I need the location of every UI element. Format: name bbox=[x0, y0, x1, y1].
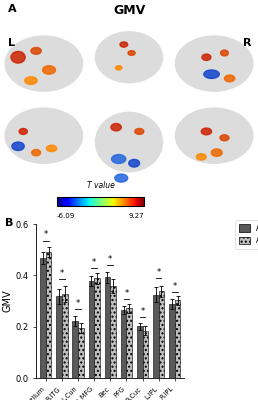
Text: *: * bbox=[44, 230, 48, 239]
Ellipse shape bbox=[46, 145, 57, 152]
Bar bbox=[110, 286, 116, 378]
Bar bbox=[126, 308, 132, 378]
Ellipse shape bbox=[19, 128, 27, 134]
Text: *: * bbox=[92, 258, 96, 267]
Ellipse shape bbox=[196, 154, 206, 160]
Text: GMV: GMV bbox=[113, 4, 145, 17]
Bar bbox=[88, 281, 94, 378]
Ellipse shape bbox=[115, 174, 128, 182]
Ellipse shape bbox=[201, 128, 212, 135]
Ellipse shape bbox=[120, 42, 128, 47]
Bar bbox=[56, 296, 62, 378]
Text: -6.09: -6.09 bbox=[57, 213, 75, 219]
Ellipse shape bbox=[224, 75, 235, 82]
Ellipse shape bbox=[175, 36, 253, 91]
Text: *: * bbox=[60, 269, 64, 278]
Text: *: * bbox=[140, 307, 145, 316]
Bar bbox=[105, 277, 110, 378]
Ellipse shape bbox=[112, 154, 126, 164]
Text: L: L bbox=[8, 38, 15, 48]
Bar bbox=[169, 304, 175, 378]
Bar bbox=[153, 294, 159, 378]
Bar bbox=[62, 294, 68, 378]
Bar bbox=[121, 310, 126, 378]
Ellipse shape bbox=[135, 128, 144, 134]
Ellipse shape bbox=[220, 135, 229, 141]
Bar bbox=[159, 291, 164, 378]
Ellipse shape bbox=[204, 70, 219, 78]
Text: 9.27: 9.27 bbox=[129, 213, 144, 219]
Ellipse shape bbox=[111, 124, 121, 131]
Y-axis label: GMV: GMV bbox=[3, 290, 12, 312]
Ellipse shape bbox=[116, 66, 122, 70]
Ellipse shape bbox=[12, 142, 24, 150]
Text: *: * bbox=[124, 289, 128, 298]
Ellipse shape bbox=[95, 32, 163, 83]
Ellipse shape bbox=[43, 66, 55, 74]
Bar bbox=[78, 328, 84, 378]
Bar bbox=[72, 321, 78, 378]
Ellipse shape bbox=[221, 50, 228, 56]
Ellipse shape bbox=[129, 160, 140, 167]
Ellipse shape bbox=[32, 150, 41, 156]
Text: *: * bbox=[157, 268, 161, 277]
Ellipse shape bbox=[202, 54, 211, 60]
Ellipse shape bbox=[31, 48, 41, 54]
Bar bbox=[175, 300, 180, 378]
Bar bbox=[46, 252, 51, 378]
Legend: AN-FES, AT-FES: AN-FES, AT-FES bbox=[235, 220, 258, 249]
Text: R: R bbox=[243, 38, 251, 48]
Bar bbox=[137, 326, 142, 378]
Text: *: * bbox=[76, 299, 80, 308]
Text: A: A bbox=[8, 4, 16, 14]
Ellipse shape bbox=[5, 36, 83, 91]
Ellipse shape bbox=[25, 77, 37, 84]
Text: B: B bbox=[5, 218, 13, 228]
Ellipse shape bbox=[211, 149, 222, 156]
Bar bbox=[94, 278, 100, 378]
Bar bbox=[143, 330, 148, 378]
Bar bbox=[40, 258, 46, 378]
Ellipse shape bbox=[5, 108, 83, 163]
Text: *: * bbox=[173, 282, 177, 291]
Ellipse shape bbox=[95, 112, 163, 172]
Ellipse shape bbox=[128, 51, 135, 55]
Ellipse shape bbox=[175, 108, 253, 163]
Ellipse shape bbox=[11, 52, 25, 63]
Text: *: * bbox=[108, 255, 112, 264]
Text: T value: T value bbox=[87, 181, 115, 190]
